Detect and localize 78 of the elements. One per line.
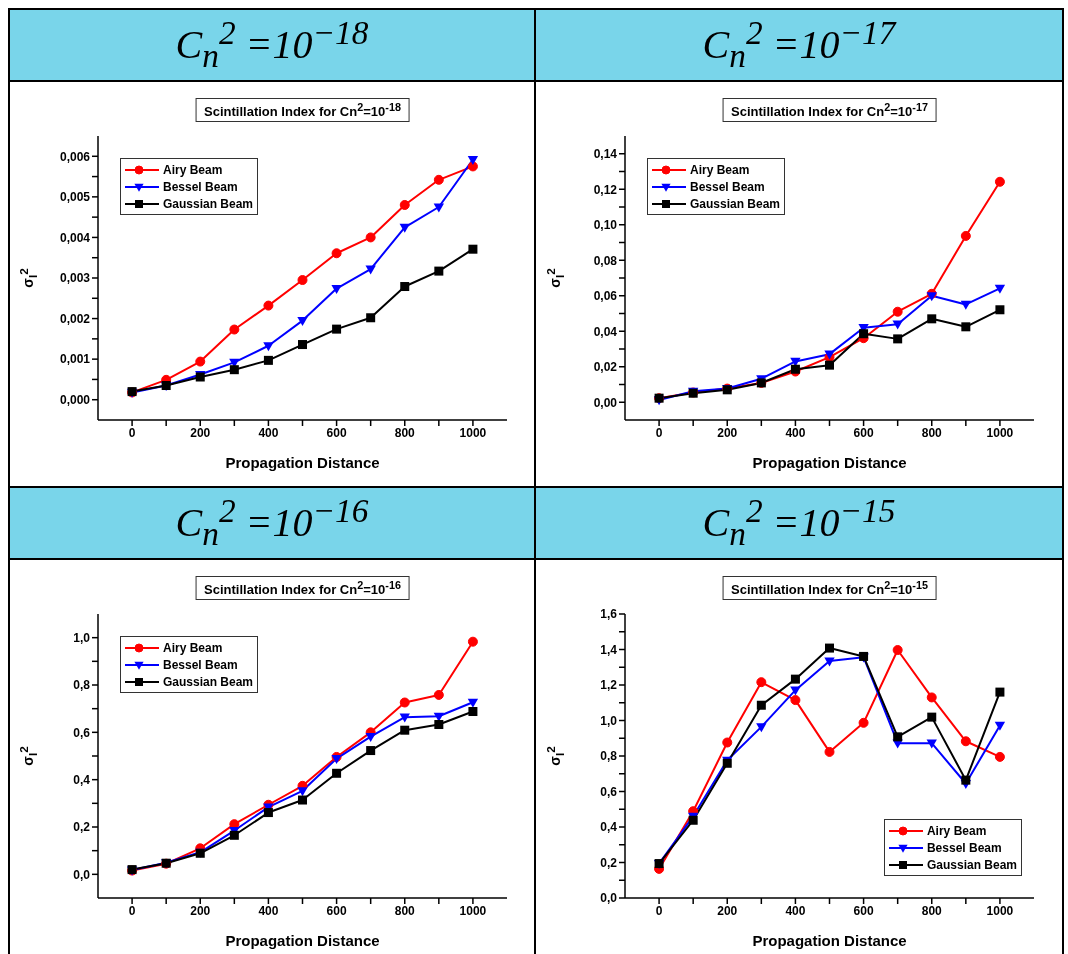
- y-tick-label: 0,06: [593, 289, 618, 304]
- y-tick-label: 0,02: [593, 360, 618, 375]
- y-tick-label: 1,6: [600, 607, 618, 622]
- y-tick-label: 0,001: [59, 352, 91, 367]
- y-tick-label: 1,0: [73, 630, 91, 645]
- x-tick-label: 800: [394, 903, 416, 918]
- x-axis-title: Propagation Distance: [752, 932, 907, 949]
- y-tick-label: 0,4: [600, 820, 618, 835]
- x-tick-label: 600: [326, 903, 347, 918]
- x-tick-label: 0: [128, 425, 136, 440]
- chart-title: C$_{n}$$^{2}$ =10$^{−18}$: [175, 14, 369, 76]
- legend-label: Gaussian Beam: [690, 196, 781, 211]
- x-tick-label: 600: [853, 903, 874, 918]
- y-tick-label: 0,0: [73, 867, 91, 882]
- x-tick-label: 0: [655, 425, 663, 440]
- x-tick-label: 1000: [986, 903, 1014, 918]
- y-tick-label: 1,2: [600, 678, 618, 693]
- y-tick-label: 0,004: [59, 230, 91, 245]
- y-tick-label: 0,003: [59, 271, 91, 286]
- chart-subtitle: Scintillation Index for Cn$^{2}$=10$^{-15}$: [722, 576, 937, 601]
- x-tick-label: 400: [258, 903, 279, 918]
- legend-label: Airy Beam: [163, 640, 223, 655]
- y-tick-label: 0,6: [600, 784, 618, 799]
- y-tick-label: 0,005: [59, 190, 91, 205]
- y-tick-label: 1,4: [600, 642, 618, 657]
- y-tick-label: 0,00: [593, 395, 618, 410]
- x-axis-title: Propagation Distance: [752, 454, 907, 471]
- legend-label: Bessel Beam: [690, 179, 765, 194]
- y-tick-label: 0,8: [73, 678, 91, 693]
- y-tick-label: 0,002: [59, 311, 91, 326]
- y-tick-label: 0,6: [73, 725, 91, 740]
- chart-title: C$_{n}$$^{2}$ =10$^{−17}$: [702, 14, 896, 76]
- y-tick-label: 1,0: [600, 713, 618, 728]
- y-tick-label: 0,12: [593, 182, 618, 197]
- x-tick-label: 0: [655, 903, 663, 918]
- x-tick-label: 0: [128, 903, 136, 918]
- legend-label: Airy Beam: [690, 162, 750, 177]
- legend-label: Bessel Beam: [163, 657, 238, 672]
- chart-subtitle: Scintillation Index for Cn$^{2}$=10$^{-16}$: [195, 576, 410, 601]
- x-tick-label: 200: [190, 903, 211, 918]
- chart-subtitle: Scintillation Index for Cn$^{2}$=10$^{-17}$: [722, 98, 937, 123]
- x-tick-label: 200: [717, 425, 738, 440]
- x-tick-label: 800: [921, 425, 943, 440]
- x-axis-title: Propagation Distance: [225, 932, 380, 949]
- legend-label: Gaussian Beam: [163, 674, 254, 689]
- x-tick-label: 600: [326, 425, 347, 440]
- x-tick-label: 200: [190, 425, 211, 440]
- legend-label: Airy Beam: [163, 162, 223, 177]
- y-tick-label: 0,2: [600, 855, 618, 870]
- y-tick-label: 0,2: [73, 820, 91, 835]
- y-tick-label: 0,08: [593, 253, 618, 268]
- x-tick-label: 1000: [986, 425, 1014, 440]
- y-tick-label: 0,4: [73, 772, 91, 787]
- legend-label: Gaussian Beam: [163, 196, 254, 211]
- x-tick-label: 800: [394, 425, 416, 440]
- chart-subtitle: Scintillation Index for Cn$^{2}$=10$^{-18}$: [195, 98, 410, 123]
- legend-label: Airy Beam: [926, 823, 987, 838]
- chart-title: C$_{n}$$^{2}$ =10$^{−15}$: [702, 492, 896, 554]
- chart-title: C$_{n}$$^{2}$ =10$^{−16}$: [175, 492, 369, 554]
- x-tick-label: 600: [853, 425, 874, 440]
- legend-label: Bessel Beam: [926, 840, 1002, 855]
- legend-label: Bessel Beam: [163, 179, 238, 194]
- y-tick-label: 0,8: [600, 749, 618, 764]
- x-tick-label: 1000: [459, 425, 487, 440]
- x-tick-label: 200: [717, 903, 738, 918]
- y-tick-label: 0,006: [59, 149, 91, 164]
- x-tick-label: 400: [785, 425, 806, 440]
- y-tick-label: 0,14: [593, 147, 618, 162]
- x-tick-label: 1000: [459, 903, 487, 918]
- y-tick-label: 0,0: [600, 891, 618, 906]
- x-axis-title: Propagation Distance: [225, 454, 380, 471]
- y-tick-label: 0,04: [593, 324, 618, 339]
- x-tick-label: 400: [785, 903, 806, 918]
- legend-label: Gaussian Beam: [926, 857, 1017, 872]
- x-tick-label: 400: [258, 425, 279, 440]
- y-tick-label: 0,000: [59, 392, 91, 407]
- y-tick-label: 0,10: [593, 218, 618, 233]
- x-tick-label: 800: [921, 903, 943, 918]
